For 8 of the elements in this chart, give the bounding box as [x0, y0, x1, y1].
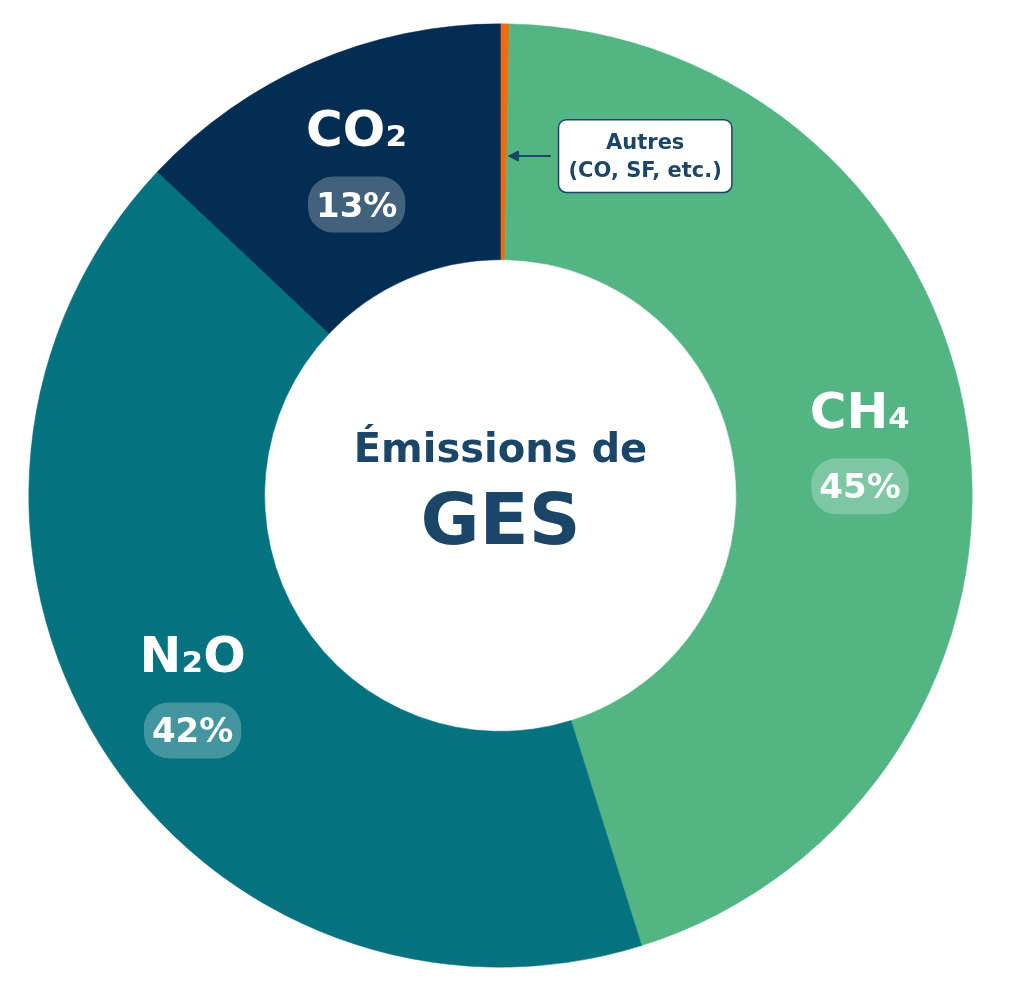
- slice-label: Autres (CO, SF, etc.): [568, 129, 722, 183]
- slice-label: CH₄: [809, 381, 911, 440]
- data-label: 42%: [151, 710, 234, 751]
- slice-label: CO₂: [306, 100, 408, 159]
- data-label: 45%: [819, 466, 901, 507]
- text: Émissions de GES: [353, 424, 648, 562]
- slice-label: N₂O: [139, 626, 246, 685]
- data-label: 13%: [315, 184, 398, 225]
